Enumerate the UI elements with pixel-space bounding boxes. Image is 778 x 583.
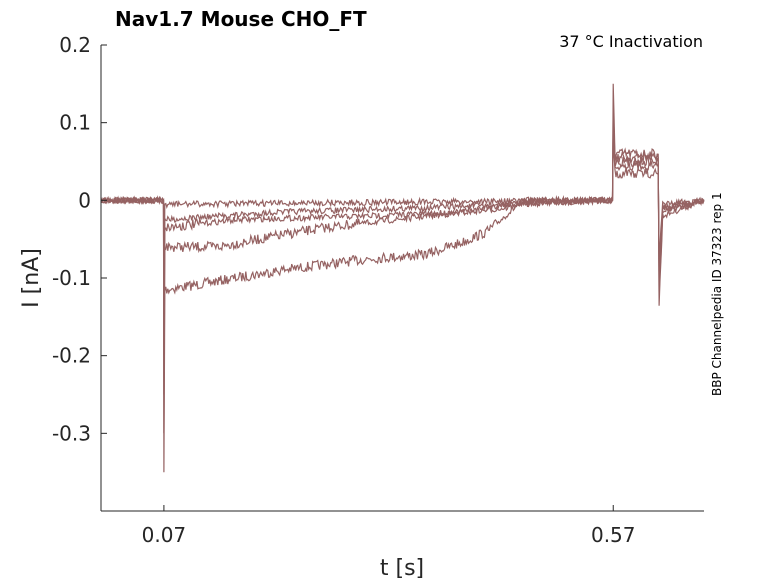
traces — [100, 83, 705, 473]
y-tick-label: 0.2 — [59, 33, 91, 57]
y-tick-label: -0.3 — [52, 421, 91, 445]
annotation: 37 °C Inactivation — [559, 32, 703, 51]
x-tick-label: 0.57 — [591, 523, 636, 547]
chart-title: Nav1.7 Mouse CHO_FT — [115, 7, 367, 31]
x-axis-label: t [s] — [380, 556, 424, 581]
y-tick-label: -0.2 — [52, 344, 91, 368]
x-tick-label: 0.07 — [142, 523, 187, 547]
side-label: BBP Channelpedia ID 37323 rep 1 — [710, 192, 724, 396]
y-tick-label: 0.1 — [59, 111, 91, 135]
sweep-trace-4 — [100, 130, 705, 356]
sweep-trace-5 — [100, 138, 705, 317]
y-tick-label: 0 — [78, 188, 91, 212]
sweep-trace-2 — [100, 107, 705, 434]
y-axis-label: I [nA] — [19, 248, 44, 308]
y-tick-label: -0.1 — [52, 266, 91, 290]
